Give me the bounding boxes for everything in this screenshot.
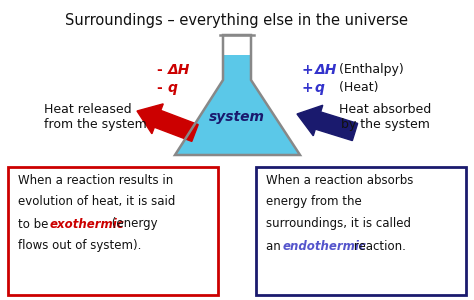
Text: When a reaction results in: When a reaction results in [18,173,173,187]
Text: surroundings, it is called: surroundings, it is called [266,218,411,230]
Text: q: q [315,81,325,95]
Text: ΔH: ΔH [315,63,337,77]
Text: -: - [157,81,168,95]
Text: reaction.: reaction. [350,239,406,253]
Text: endothermic: endothermic [283,239,367,253]
Text: an: an [266,239,284,253]
Text: (energy: (energy [108,218,158,230]
Bar [223,55,251,80]
Text: exothermic: exothermic [50,218,125,230]
Text: energy from the: energy from the [266,196,362,208]
Polygon shape [175,80,300,155]
FancyArrow shape [297,105,358,141]
Text: -: - [157,63,168,77]
Text: evolution of heat, it is said: evolution of heat, it is said [18,196,175,208]
Text: +: + [302,81,319,95]
Text: to be: to be [18,218,52,230]
FancyBboxPatch shape [256,167,466,295]
Text: q: q [168,81,178,95]
Text: flows out of system).: flows out of system). [18,239,141,253]
Text: Surroundings – everything else in the universe: Surroundings – everything else in the un… [65,13,409,28]
FancyBboxPatch shape [8,167,218,295]
Text: +: + [302,63,319,77]
FancyArrow shape [137,104,198,141]
Text: (Heat): (Heat) [335,82,379,94]
Text: Heat absorbed
by the system: Heat absorbed by the system [339,103,431,131]
Text: When a reaction absorbs: When a reaction absorbs [266,173,413,187]
Text: system: system [209,110,265,124]
Text: (Enthalpy): (Enthalpy) [335,64,404,76]
Text: ΔH: ΔH [168,63,191,77]
Text: Heat released
from the system: Heat released from the system [44,103,146,131]
